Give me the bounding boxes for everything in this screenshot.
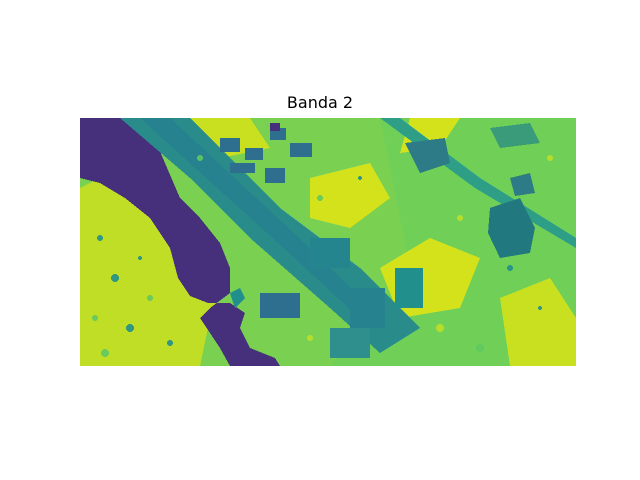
building-block <box>265 168 285 183</box>
dark-patch-1 <box>488 198 535 258</box>
speckle-texture <box>92 155 553 357</box>
dark-patch-3 <box>490 123 540 148</box>
dark-patch-small <box>270 123 280 131</box>
building-block <box>330 328 370 358</box>
satellite-band-raster <box>80 118 576 366</box>
river-inlet <box>230 288 245 308</box>
building-block <box>350 288 385 328</box>
building-block <box>260 293 300 318</box>
building-block <box>230 163 255 173</box>
dark-patch-4 <box>510 173 535 196</box>
west-bank <box>80 158 230 366</box>
yellow-patch-3 <box>500 278 576 366</box>
dark-patch-2 <box>405 138 450 173</box>
building-block <box>245 148 263 160</box>
river <box>80 118 280 366</box>
main-road <box>140 118 380 328</box>
yellow-patch-1 <box>310 163 390 228</box>
figure-title: Banda 2 <box>286 93 354 112</box>
building-block <box>220 138 240 152</box>
building-block <box>395 268 423 308</box>
building-block <box>290 143 312 157</box>
building-block <box>310 238 350 268</box>
